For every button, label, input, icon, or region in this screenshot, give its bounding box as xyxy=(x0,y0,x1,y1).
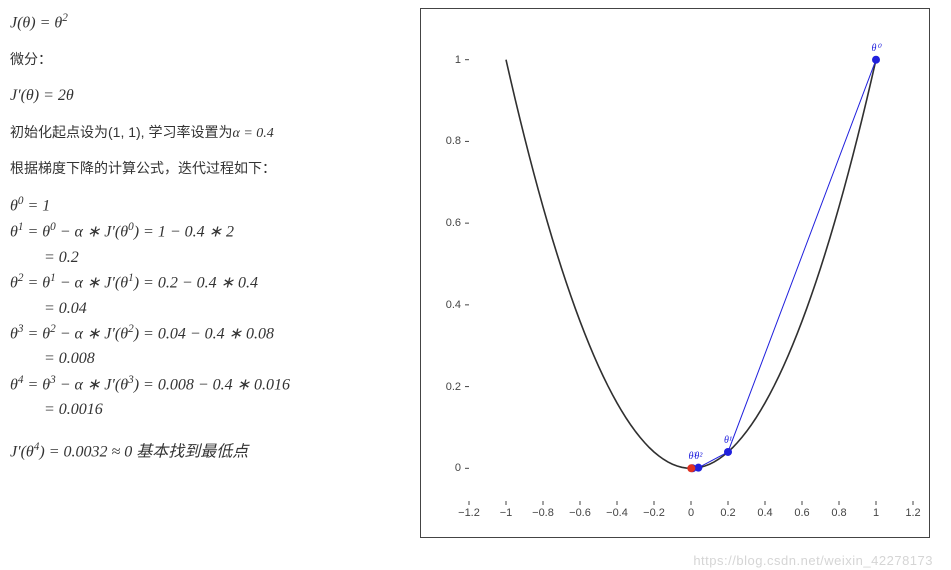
equation-cost-exp: 2 xyxy=(62,12,68,24)
point-label: θ¹ xyxy=(724,435,732,446)
ytick-label: 0.6 xyxy=(446,217,461,229)
xtick-label: 0.2 xyxy=(720,507,735,519)
xtick-label: −0.8 xyxy=(532,507,554,519)
paragraph-init-a: 初始化起点设为(1, 1), 学习率设置为 xyxy=(10,124,232,140)
descent-path xyxy=(691,60,876,469)
final-line: J′(θ4) = 0.0032 ≈ 0 基本找到最低点 xyxy=(10,439,410,464)
xtick-label: 0.8 xyxy=(831,507,846,519)
descent-point xyxy=(687,464,695,472)
ytick-label: 0.4 xyxy=(446,299,461,311)
xtick-label: −1 xyxy=(500,507,513,519)
step-3: θ3 = θ2 − α ∗ J′(θ2) = 0.04 − 0.4 ∗ 0.08 xyxy=(10,321,410,347)
descent-point xyxy=(724,448,732,456)
point-label: θ³ xyxy=(689,451,697,462)
equation-cost-lhs: J(θ) = θ xyxy=(10,14,62,31)
math-text-column: J(θ) = θ2 微分： J′(θ) = 2θ 初始化起点设为(1, 1), … xyxy=(0,0,420,570)
xtick-label: 1.2 xyxy=(905,507,920,519)
point-label: θ⁰ xyxy=(872,42,881,53)
xtick-label: −0.2 xyxy=(643,507,665,519)
equation-derivative: J′(θ) = 2θ xyxy=(10,84,410,108)
step-2: θ2 = θ1 − α ∗ J′(θ1) = 0.2 − 0.4 ∗ 0.4 xyxy=(10,270,410,296)
step-1-result: = 0.2 xyxy=(10,246,410,271)
xtick-label: 0 xyxy=(688,507,694,519)
chart-svg xyxy=(469,27,913,501)
chart-column: −1.2 −1 −0.8 −0.6 −0.4 −0.2 0 0.2 0.4 0.6 0.8 1 1.2 0… xyxy=(420,0,951,570)
step-4: θ4 = θ3 − α ∗ J′(θ3) = 0.008 − 0.4 ∗ 0.0… xyxy=(10,372,410,398)
label-differential: 微分： xyxy=(10,49,410,70)
xtick-label: −0.6 xyxy=(569,507,591,519)
watermark-text: https://blog.csdn.net/weixin_42278173 xyxy=(693,553,933,568)
equation-cost: J(θ) = θ2 xyxy=(10,10,410,35)
ytick-label: 0.8 xyxy=(446,135,461,147)
descent-point xyxy=(872,56,880,64)
xtick-label: −1.2 xyxy=(458,507,480,519)
paragraph-init: 初始化起点设为(1, 1), 学习率设置为α = 0.4 xyxy=(10,122,410,144)
ytick-label: 1 xyxy=(455,54,461,66)
parabola-curve xyxy=(506,60,876,469)
step-2-result: = 0.04 xyxy=(10,297,410,322)
paragraph-init-alpha: α = 0.4 xyxy=(232,126,273,141)
paragraph-iteration: 根据梯度下降的计算公式，迭代过程如下： xyxy=(10,158,410,179)
ytick-label: 0 xyxy=(455,462,461,474)
ytick-label: 0.2 xyxy=(446,381,461,393)
chart-plot-area: −1.2−1−0.8−0.6−0.4−0.200.20.40.60.811.20… xyxy=(469,27,913,501)
xtick-label: 0.6 xyxy=(794,507,809,519)
step-1: θ1 = θ0 − α ∗ J′(θ0) = 1 − 0.4 ∗ 2 xyxy=(10,219,410,245)
xtick-label: −0.4 xyxy=(606,507,628,519)
step-0: θ0 = 1 xyxy=(10,193,410,219)
step-4-result: = 0.0016 xyxy=(10,398,410,423)
step-3-result: = 0.008 xyxy=(10,347,410,372)
xtick-label: 1 xyxy=(873,507,879,519)
chart-frame: −1.2 −1 −0.8 −0.6 −0.4 −0.2 0 0.2 0.4 0.6 0.8 1 1.2 0… xyxy=(420,8,930,538)
xtick-label: 0.4 xyxy=(757,507,772,519)
